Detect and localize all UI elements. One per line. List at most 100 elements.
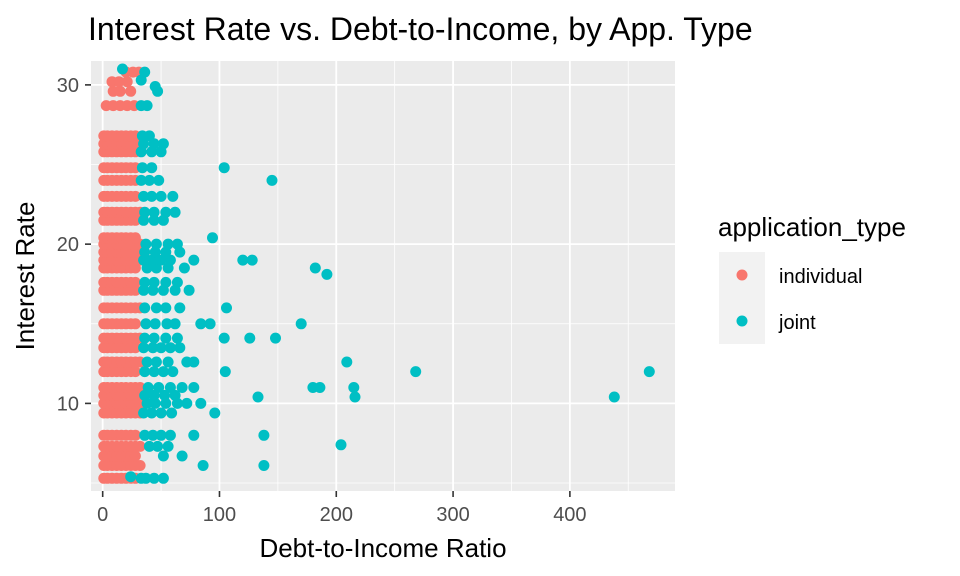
point-individual [129, 190, 141, 202]
point-joint [309, 262, 321, 274]
point-joint [171, 332, 183, 344]
point-individual [134, 460, 146, 471]
legend-key-panel [719, 252, 765, 344]
legend-label-individual: individual [779, 266, 862, 288]
point-joint [195, 318, 207, 330]
point-joint [146, 190, 158, 202]
x-tick-label: 300 [436, 504, 469, 526]
point-joint [157, 138, 169, 150]
point-joint [162, 238, 174, 250]
point-individual [129, 429, 141, 441]
series-joint [117, 63, 655, 484]
point-individual [129, 284, 141, 296]
point-joint [162, 440, 174, 452]
point-joint [244, 332, 256, 344]
point-individual [129, 450, 141, 462]
point-individual [129, 318, 141, 330]
point-joint [159, 389, 171, 401]
point-joint [188, 382, 200, 393]
point-joint [160, 302, 172, 314]
point-joint [148, 366, 160, 378]
point-individual [129, 366, 141, 378]
point-joint [157, 472, 169, 484]
point-joint [348, 382, 360, 393]
point-joint [138, 254, 150, 266]
chart-title: Interest Rate vs. Debt-to-Income, by App… [88, 11, 753, 47]
point-joint [171, 276, 183, 288]
point-joint [246, 254, 258, 266]
legend-key-individual [736, 269, 748, 281]
point-joint [139, 429, 151, 441]
y-tick-label: 10 [57, 393, 79, 415]
y-tick-label: 30 [57, 75, 79, 97]
point-joint [164, 429, 176, 441]
legend-key-joint [736, 315, 748, 327]
x-axis-title: Debt-to-Income Ratio [259, 533, 506, 563]
point-joint [643, 366, 655, 378]
point-joint [164, 342, 176, 354]
point-joint [171, 238, 183, 250]
point-joint [143, 130, 155, 142]
point-individual [129, 246, 141, 258]
point-joint [136, 162, 148, 174]
point-joint [135, 174, 147, 186]
point-joint [150, 238, 162, 250]
point-joint [178, 262, 190, 274]
point-joint [195, 397, 207, 409]
legend-label-joint: joint [778, 312, 816, 334]
point-joint [140, 238, 152, 250]
point-joint [152, 85, 164, 97]
point-joint [146, 162, 158, 174]
point-joint [204, 318, 216, 330]
point-individual [134, 440, 146, 452]
point-joint [157, 450, 169, 462]
point-joint [139, 366, 151, 378]
point-joint [164, 254, 176, 266]
point-joint [155, 190, 167, 202]
point-joint [169, 318, 181, 330]
point-joint [219, 366, 231, 378]
point-joint [148, 214, 160, 226]
point-individual [129, 214, 141, 226]
point-joint [148, 276, 160, 288]
point-joint [138, 342, 150, 354]
point-joint [161, 318, 173, 330]
point-joint [258, 460, 270, 471]
point-individual [129, 342, 141, 354]
point-joint [169, 206, 181, 218]
point-joint [258, 429, 270, 441]
point-joint [314, 382, 326, 393]
point-joint [349, 391, 361, 403]
point-joint [608, 391, 620, 403]
point-joint [139, 332, 151, 344]
point-joint [218, 332, 230, 344]
point-joint [139, 276, 151, 288]
point-individual [129, 389, 141, 401]
point-joint [143, 174, 155, 186]
point-joint [139, 302, 151, 314]
point-joint [157, 366, 169, 378]
point-joint [138, 190, 150, 202]
point-joint [160, 276, 172, 288]
point-joint [148, 206, 160, 218]
point-joint [155, 429, 167, 441]
point-joint [188, 254, 200, 266]
point-joint [341, 356, 353, 368]
point-joint [218, 162, 230, 174]
point-joint [270, 332, 281, 344]
legend: application_type individual joint [718, 212, 906, 344]
point-joint [143, 440, 155, 452]
point-joint [150, 356, 162, 368]
point-joint [162, 356, 174, 368]
point-joint [125, 471, 137, 483]
point-joint [167, 190, 179, 202]
point-joint [153, 174, 165, 186]
point-joint [164, 382, 176, 393]
point-joint [166, 407, 178, 419]
point-individual [125, 85, 137, 97]
point-joint [153, 382, 165, 393]
point-joint [237, 254, 249, 266]
point-joint [160, 332, 172, 344]
point-joint [155, 407, 167, 419]
